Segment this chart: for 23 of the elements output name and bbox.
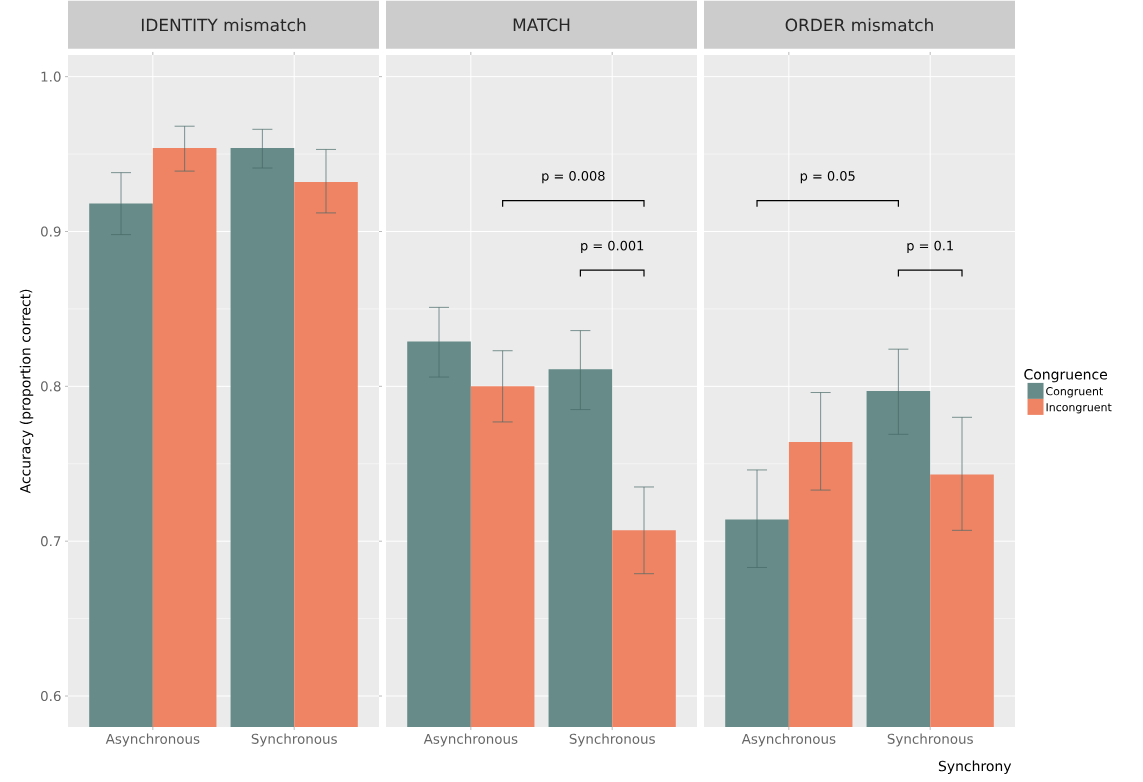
x-axis-title: Synchrony — [938, 760, 1012, 775]
x-tick-label: Asynchronous — [741, 733, 836, 747]
x-tick-label: Synchronous — [569, 733, 655, 747]
x-tick-label: Asynchronous — [105, 733, 200, 747]
x-tick-label: Asynchronous — [423, 733, 518, 747]
annotation: p = 0.05 — [800, 170, 855, 184]
chart-title: MATCH — [513, 18, 570, 32]
y-tick-label: 1.0 — [41, 71, 61, 82]
x-tick-label: Synchronous — [887, 733, 973, 747]
annotation: p = 0.001 — [581, 240, 644, 253]
y-tick-label: 0.8 — [40, 381, 61, 392]
annotation: p = 0.1 — [907, 240, 953, 253]
legend-label: Incongruent — [1046, 403, 1112, 414]
y-tick-label: 0.9 — [40, 226, 61, 237]
y-axis-title: Accuracy (proportion correct) — [19, 289, 34, 494]
legend-title: Congruence — [1024, 369, 1107, 383]
chart-title: IDENTITY mismatch — [141, 18, 306, 32]
x-tick-label: Synchronous — [251, 733, 337, 747]
annotation: p = 0.008 — [542, 170, 605, 184]
chart-title: ORDER mismatch — [785, 18, 933, 32]
y-tick-label: 0.6 — [40, 690, 61, 702]
legend-label: Congruent — [1046, 387, 1103, 398]
y-tick-label: 0.7 — [40, 536, 61, 547]
